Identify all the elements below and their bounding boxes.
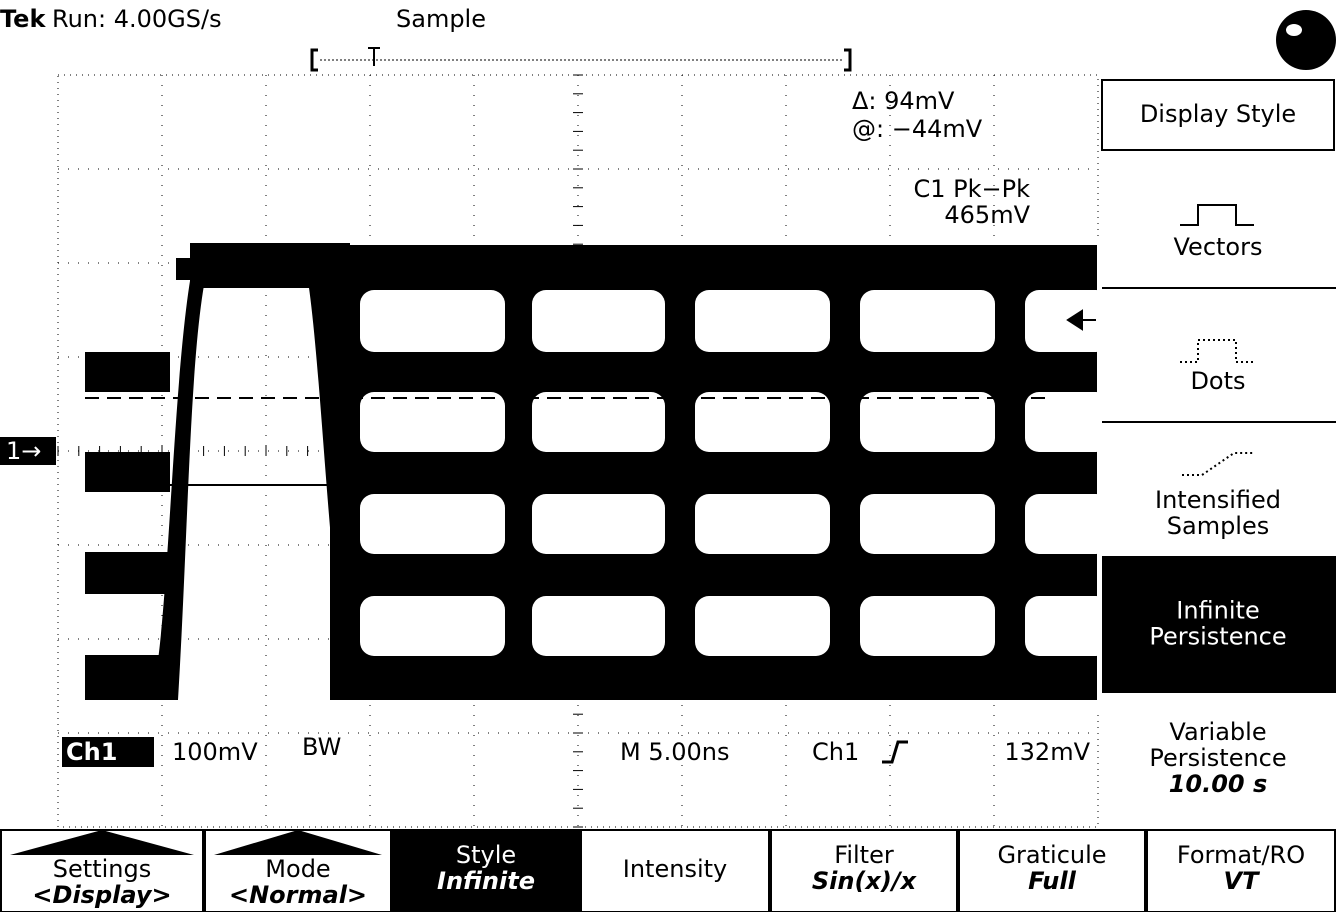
eye-opening: [695, 494, 830, 554]
band: [85, 352, 170, 392]
eye-opening: [695, 290, 830, 352]
bottom-button-value: <Display>: [32, 881, 171, 909]
bottom-button-value: <Normal>: [229, 881, 367, 909]
bottom-button-value: Infinite: [437, 867, 535, 895]
delta-readout: Δ: 94mV: [852, 87, 955, 115]
band: [85, 552, 170, 594]
channel-label: Ch1: [66, 738, 117, 766]
trigger-source: Ch1: [812, 738, 859, 766]
side-button-label: Infinite: [1176, 597, 1259, 625]
side-menu-title: Display Style: [1140, 100, 1296, 128]
bottom-button-label: Filter: [834, 841, 894, 869]
bottom-button-label: Settings: [53, 855, 151, 883]
side-button-label: Vectors: [1174, 233, 1263, 261]
side-button-selected: [1102, 557, 1336, 692]
band: [85, 452, 170, 492]
eye-opening: [360, 494, 505, 554]
record-bracket: [310, 48, 852, 72]
trigger-slope: [882, 740, 908, 764]
bottom-button-label: Style: [456, 841, 516, 869]
eye-opening: [860, 392, 995, 452]
side-button-label: Persistence: [1149, 623, 1286, 651]
vectors-icon: [1180, 204, 1254, 226]
dots-icon: [1180, 339, 1254, 363]
bandwidth-flag: BW: [302, 733, 341, 761]
at-readout: @: −44mV: [852, 115, 983, 143]
eye-opening: [695, 596, 830, 656]
eye-opening: [1025, 392, 1110, 452]
bottom-button-label: Intensity: [623, 855, 727, 883]
side-button[interactable]: [1102, 288, 1336, 422]
eye-opening: [695, 392, 830, 452]
eye-opening: [532, 596, 665, 656]
bottom-menu: Settings<Display> Mode<Normal> StyleInfini…: [0, 829, 1336, 912]
knob-highlight: [1286, 24, 1302, 36]
knob-icon: [1276, 10, 1336, 70]
acquire-mode: Sample: [396, 5, 486, 33]
channel-marker-box: [0, 437, 56, 465]
side-button-label: Persistence: [1149, 744, 1286, 772]
side-button-label: Samples: [1167, 512, 1270, 540]
edge-clip: [1097, 240, 1102, 710]
measurement-name: C1 Pk−Pk: [913, 175, 1030, 203]
channel-marker: 1→: [6, 437, 41, 465]
trigger-position: [368, 47, 380, 66]
eye-opening: [360, 290, 505, 352]
eye-opening: [532, 290, 665, 352]
trigger-marker: [176, 258, 190, 280]
status-bar: Tek Run: 4.00GS/s Sample: [0, 5, 1336, 72]
bottom-button-value: Sin(x)/x: [812, 867, 918, 895]
eye-opening: [1025, 290, 1110, 352]
eye-opening: [532, 392, 665, 452]
trigger-level: 132mV: [1004, 738, 1090, 766]
side-button-value: 10.00 s: [1169, 770, 1268, 798]
eye-opening: [1025, 494, 1110, 554]
side-button-label: Intensified: [1155, 486, 1281, 514]
bottom-button[interactable]: [1146, 829, 1336, 912]
eye-opening: [860, 494, 995, 554]
side-menu: Display Style Vectors Dots IntensifiedSamp…: [1101, 79, 1336, 798]
popup-indicator: [214, 830, 382, 855]
bottom-button-value: Full: [1028, 867, 1076, 895]
intensified-icon: [1182, 452, 1254, 476]
side-button-label: Variable: [1169, 718, 1266, 746]
horizontal-scale: M 5.00ns: [620, 738, 730, 766]
side-button-label: Dots: [1190, 367, 1245, 395]
eye-opening: [532, 494, 665, 554]
bottom-button[interactable]: [580, 829, 770, 912]
side-menu-title-box: [1101, 79, 1335, 151]
run-status: Run: 4.00GS/s: [52, 5, 222, 33]
bottom-button-label: Format/RO: [1177, 841, 1305, 869]
rising-edge: [150, 243, 215, 700]
trigger-level-arrow: [1066, 309, 1096, 331]
side-button[interactable]: [1102, 150, 1336, 288]
waveform: [85, 240, 1110, 710]
bottom-button-value: VT: [1224, 867, 1261, 895]
eye-opening: [860, 290, 995, 352]
brand: Tek: [0, 5, 46, 33]
bottom-button[interactable]: [392, 829, 580, 912]
eye-opening: [360, 596, 505, 656]
eye-opening: [360, 392, 505, 452]
eye-opening: [860, 596, 995, 656]
popup-indicator: [10, 830, 194, 855]
bottom-button[interactable]: [958, 829, 1146, 912]
eye-opening: [1025, 596, 1110, 656]
falling-edge: [300, 243, 360, 700]
channel-label-box: [62, 737, 154, 767]
bottom-button[interactable]: [770, 829, 958, 912]
bottom-button-label: Graticule: [997, 841, 1106, 869]
channel-scale: 100mV: [172, 738, 258, 766]
measurement-value: 465mV: [944, 201, 1030, 229]
bottom-button-label: Mode: [265, 855, 330, 883]
